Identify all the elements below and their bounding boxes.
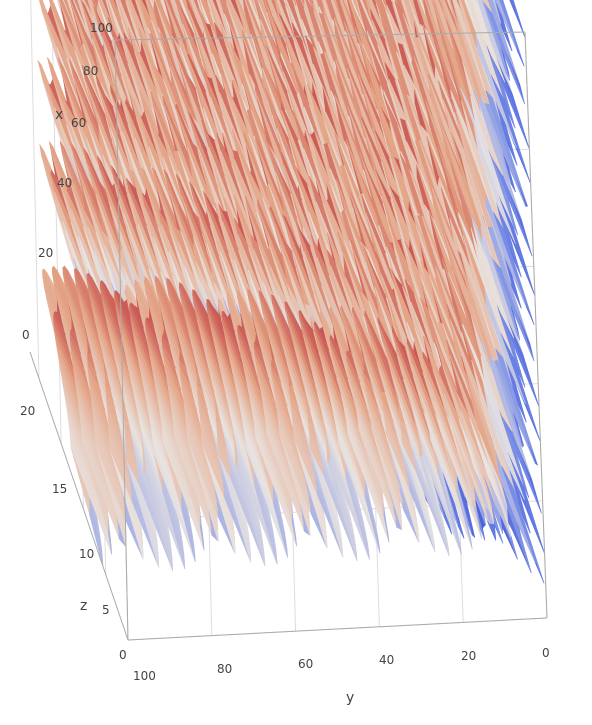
surface-cell bbox=[482, 0, 492, 13]
surface-cell bbox=[509, 0, 526, 38]
surface-cell bbox=[495, 0, 518, 51]
z-grid-line bbox=[30, 0, 40, 379]
surface-mesh bbox=[37, 0, 545, 584]
surface-cell bbox=[492, 0, 502, 24]
surface-cell bbox=[470, 0, 506, 83]
